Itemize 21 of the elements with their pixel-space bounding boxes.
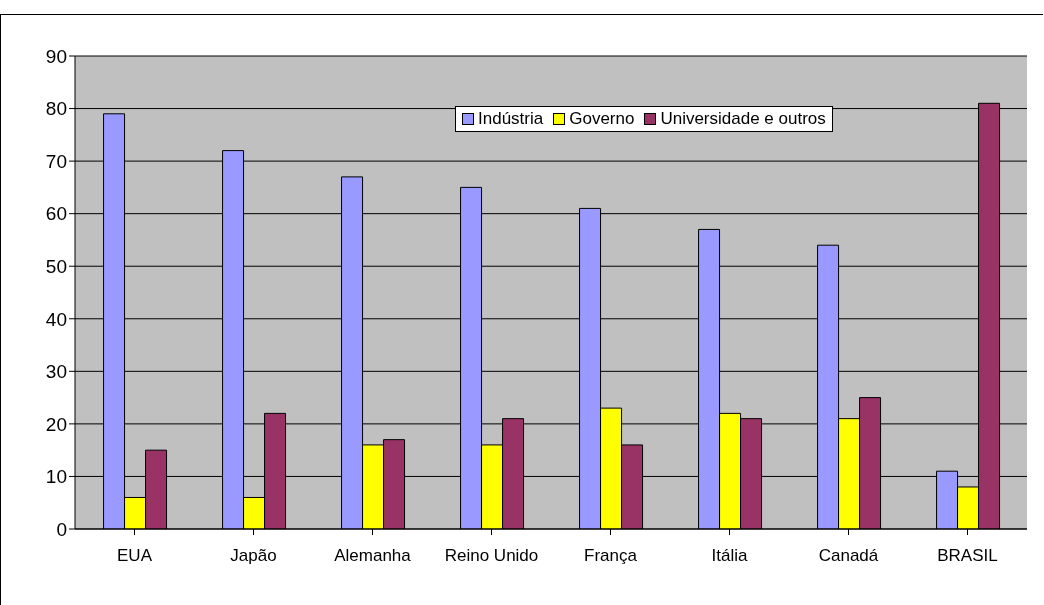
x-tick-label: Reino Unido	[444, 546, 539, 566]
x-tick-label: BRASIL	[937, 546, 998, 566]
y-tick-label: 50	[45, 255, 67, 277]
y-tick-label: 30	[45, 361, 67, 383]
y-tick-label: 40	[45, 308, 67, 330]
x-tick-label: Canadá	[818, 546, 879, 566]
x-tick-label: Itália	[711, 546, 748, 566]
y-tick-label: 80	[45, 98, 67, 120]
y-tick-label: 0	[56, 518, 67, 540]
y-tick-label: 60	[45, 203, 67, 225]
y-tick-label: 10	[45, 466, 67, 488]
x-tick-label: Japão	[230, 546, 277, 566]
x-tick-label: EUA	[117, 546, 153, 566]
legend-label: Universidade e outros	[660, 109, 826, 129]
y-tick-label: 90	[45, 45, 67, 67]
y-tick-label: 20	[45, 413, 67, 435]
y-tick-label: 70	[45, 150, 67, 172]
legend-label: Governo	[569, 109, 635, 129]
x-tick-label: França	[584, 546, 638, 566]
legend-label: Indústria	[478, 109, 544, 129]
x-tick-label: Alemanha	[334, 546, 412, 566]
